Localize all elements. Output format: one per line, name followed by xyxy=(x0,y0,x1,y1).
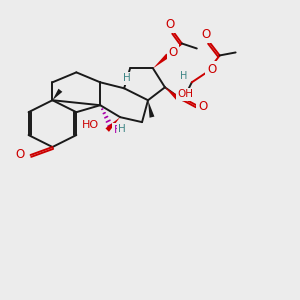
Polygon shape xyxy=(153,54,169,68)
Text: O: O xyxy=(207,63,216,76)
Polygon shape xyxy=(105,117,120,132)
Text: O: O xyxy=(168,46,178,59)
Text: H: H xyxy=(123,73,131,83)
Text: H: H xyxy=(118,124,126,134)
Text: O: O xyxy=(15,148,25,161)
Text: O: O xyxy=(165,18,175,31)
Text: HO: HO xyxy=(82,120,99,130)
Polygon shape xyxy=(52,89,62,100)
Text: O: O xyxy=(198,100,207,113)
Text: OH: OH xyxy=(178,89,194,99)
Text: F: F xyxy=(114,125,120,135)
Text: H: H xyxy=(180,71,188,81)
Polygon shape xyxy=(165,87,179,100)
Polygon shape xyxy=(148,100,154,118)
Text: O: O xyxy=(201,28,210,41)
